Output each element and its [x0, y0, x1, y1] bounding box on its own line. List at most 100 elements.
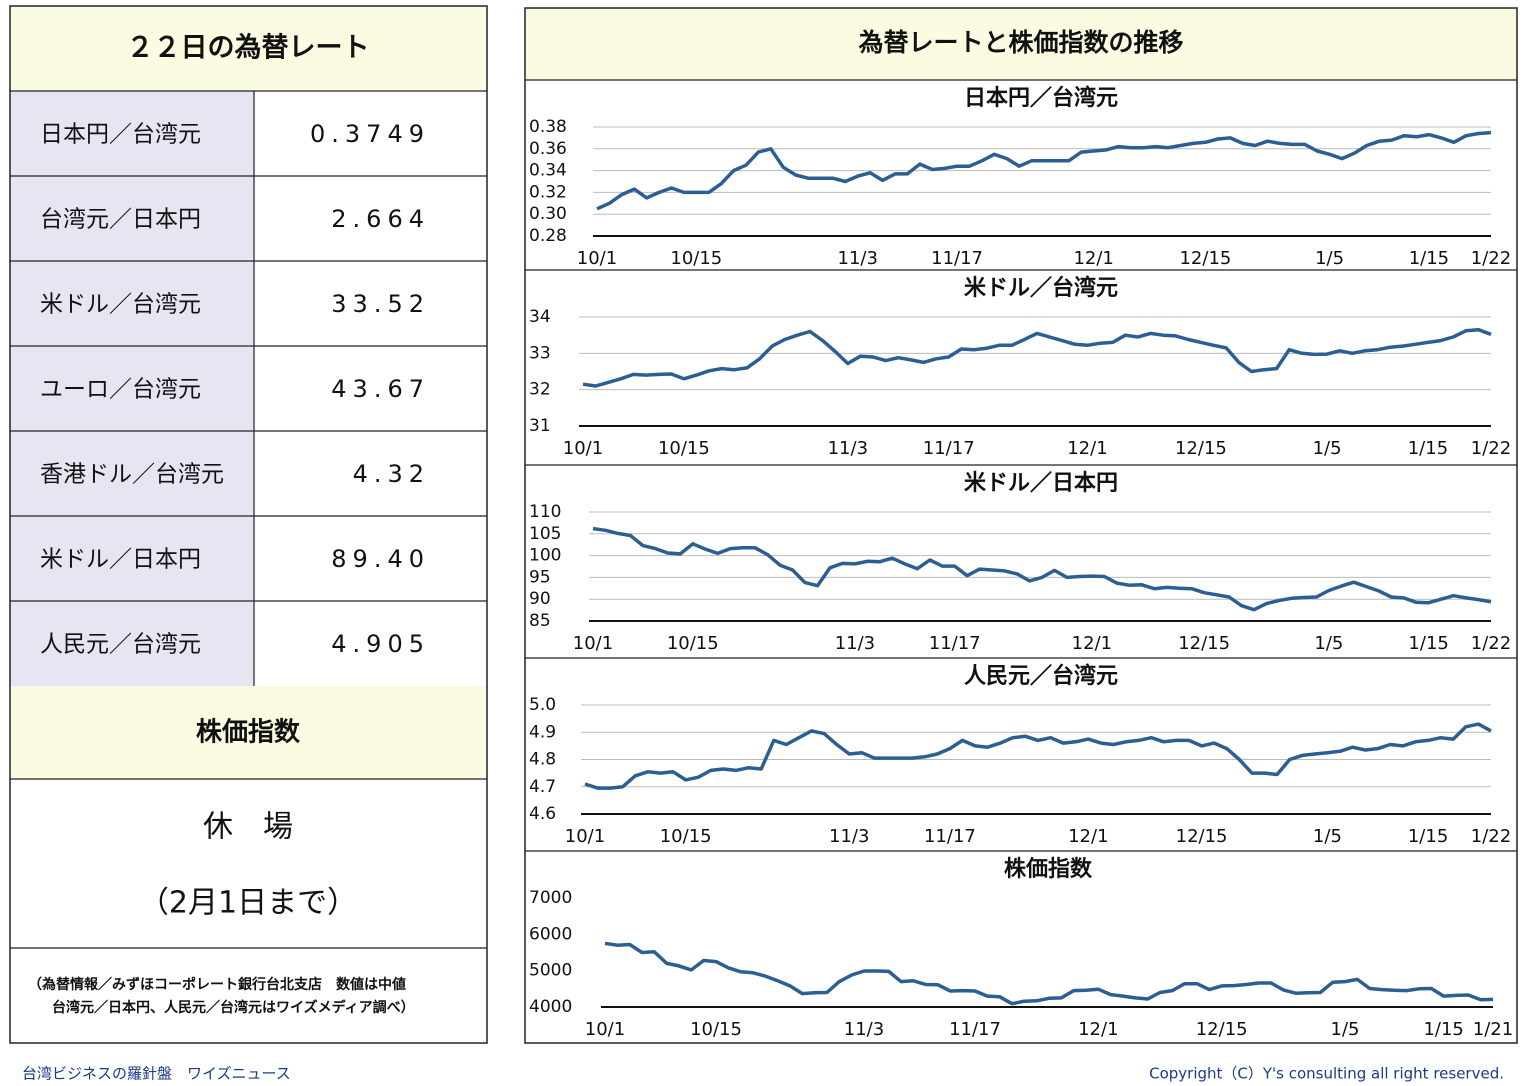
stock-note: （2月1日まで）: [139, 886, 357, 921]
y-tick-label: 0.28: [529, 226, 567, 246]
y-tick-label: 100: [529, 546, 561, 566]
x-tick-label: 11/17: [931, 248, 983, 269]
y-tick-label: 0.38: [529, 117, 567, 137]
rate-value: 43.67: [331, 375, 430, 403]
x-tick-label: 1/15: [1408, 826, 1448, 847]
stock-title: 株価指数: [196, 718, 301, 748]
x-tick-label: 12/15: [1179, 248, 1231, 269]
rate-label: ユーロ／台湾元: [40, 377, 201, 403]
x-tick-label: 12/15: [1196, 1019, 1248, 1040]
chart-title: 人民元／台湾元: [964, 663, 1118, 689]
x-tick-label: 10/1: [563, 438, 603, 459]
x-tick-label: 10/1: [577, 248, 617, 269]
x-tick-label: 1/5: [1313, 826, 1342, 847]
rate-label: 人民元／台湾元: [40, 632, 201, 658]
x-tick-label: 10/1: [565, 826, 605, 847]
x-tick-label: 12/15: [1178, 633, 1230, 654]
x-tick-label: 1/21: [1473, 1019, 1513, 1040]
x-tick-label: 10/15: [667, 633, 719, 654]
y-tick-label: 4.6: [529, 804, 556, 824]
stock-header-bg: [10, 686, 487, 779]
y-tick-label: 85: [529, 611, 551, 631]
rate-label: 台湾元／日本円: [40, 207, 201, 233]
x-tick-label: 11/3: [835, 633, 875, 654]
y-tick-label: 31: [529, 416, 551, 436]
y-tick-label: 5.0: [529, 695, 556, 715]
y-tick-label: 90: [529, 589, 551, 609]
label-column-bg: [10, 91, 254, 686]
rate-value: 4.32: [353, 460, 430, 488]
y-tick-label: 5000: [529, 961, 572, 981]
x-tick-label: 10/15: [690, 1019, 742, 1040]
y-tick-label: 4.9: [529, 722, 556, 742]
x-tick-label: 12/15: [1175, 438, 1227, 459]
stock-status: 休 場: [203, 810, 293, 845]
x-tick-label: 12/15: [1176, 826, 1228, 847]
x-tick-label: 12/1: [1068, 826, 1108, 847]
rate-label: 日本円／台湾元: [40, 122, 201, 148]
panel-title: 為替レートと株価指数の推移: [858, 28, 1183, 57]
y-tick-label: 32: [529, 380, 551, 400]
x-tick-label: 12/1: [1078, 1019, 1118, 1040]
x-tick-label: 11/3: [829, 826, 869, 847]
x-tick-label: 10/15: [658, 438, 710, 459]
y-tick-label: 4.8: [529, 750, 556, 770]
footer-left: 台湾ビジネスの羅針盤 ワイズニュース: [22, 1065, 291, 1083]
table-header-bg: [10, 6, 487, 90]
y-tick-label: 0.30: [529, 204, 567, 224]
series-line: [582, 327, 1492, 388]
x-tick-label: 1/22: [1471, 438, 1511, 459]
x-tick-label: 1/15: [1408, 633, 1448, 654]
x-tick-label: 10/1: [573, 633, 613, 654]
x-tick-label: 1/5: [1314, 633, 1343, 654]
x-tick-label: 10/1: [585, 1019, 625, 1040]
y-tick-label: 110: [529, 502, 561, 522]
right-panel: [524, 7, 1518, 1044]
y-tick-label: 7000: [529, 888, 572, 908]
series-line: [584, 722, 1492, 790]
series-line: [596, 130, 1492, 211]
y-tick-label: 95: [529, 567, 551, 587]
x-tick-label: 10/15: [670, 248, 722, 269]
chart-title: 米ドル／台湾元: [964, 275, 1118, 301]
x-tick-label: 11/3: [828, 438, 868, 459]
x-tick-label: 1/22: [1471, 248, 1511, 269]
rate-label: 米ドル／日本円: [40, 547, 201, 573]
series-line: [592, 526, 1492, 612]
x-tick-label: 10/15: [660, 826, 712, 847]
y-tick-label: 34: [529, 307, 551, 327]
source-note: 台湾元／日本円、人民元／台湾元はワイズメディア調べ）: [52, 999, 415, 1016]
x-tick-label: 12/1: [1072, 633, 1112, 654]
rate-value: 33.52: [331, 290, 430, 318]
x-tick-label: 11/3: [844, 1019, 884, 1040]
series-line: [604, 941, 1494, 1006]
chart-title: 日本円／台湾元: [964, 85, 1118, 111]
rate-value: 89.40: [331, 545, 430, 573]
y-tick-label: 33: [529, 343, 551, 363]
rate-value: 2.664: [331, 205, 430, 233]
x-tick-label: 1/5: [1313, 438, 1342, 459]
y-tick-label: 105: [529, 524, 561, 544]
x-tick-label: 1/22: [1471, 633, 1511, 654]
y-tick-label: 0.34: [529, 161, 567, 181]
x-tick-label: 12/1: [1073, 248, 1113, 269]
x-tick-label: 11/17: [929, 633, 981, 654]
panel-header-bg: [525, 8, 1517, 80]
x-tick-label: 1/5: [1315, 248, 1344, 269]
y-tick-label: 0.36: [529, 139, 567, 159]
x-tick-label: 1/15: [1409, 248, 1449, 269]
y-tick-label: 4000: [529, 997, 572, 1017]
rate-value: 4.905: [331, 630, 430, 658]
footer-right: Copyright（C）Y's consulting all right res…: [1149, 1065, 1504, 1083]
rate-label: 香港ドル／台湾元: [40, 462, 224, 488]
rate-label: 米ドル／台湾元: [40, 292, 201, 318]
x-tick-label: 11/17: [949, 1019, 1001, 1040]
rate-value: 0.3749: [310, 120, 430, 148]
x-tick-label: 12/1: [1067, 438, 1107, 459]
y-tick-label: 0.32: [529, 182, 567, 202]
x-tick-label: 11/17: [924, 826, 976, 847]
x-tick-label: 11/3: [838, 248, 878, 269]
source-note: （為替情報／みずほコーポレート銀行台北支店 数値は中値: [28, 976, 406, 993]
x-tick-label: 1/5: [1331, 1019, 1360, 1040]
y-tick-label: 4.7: [529, 777, 556, 797]
